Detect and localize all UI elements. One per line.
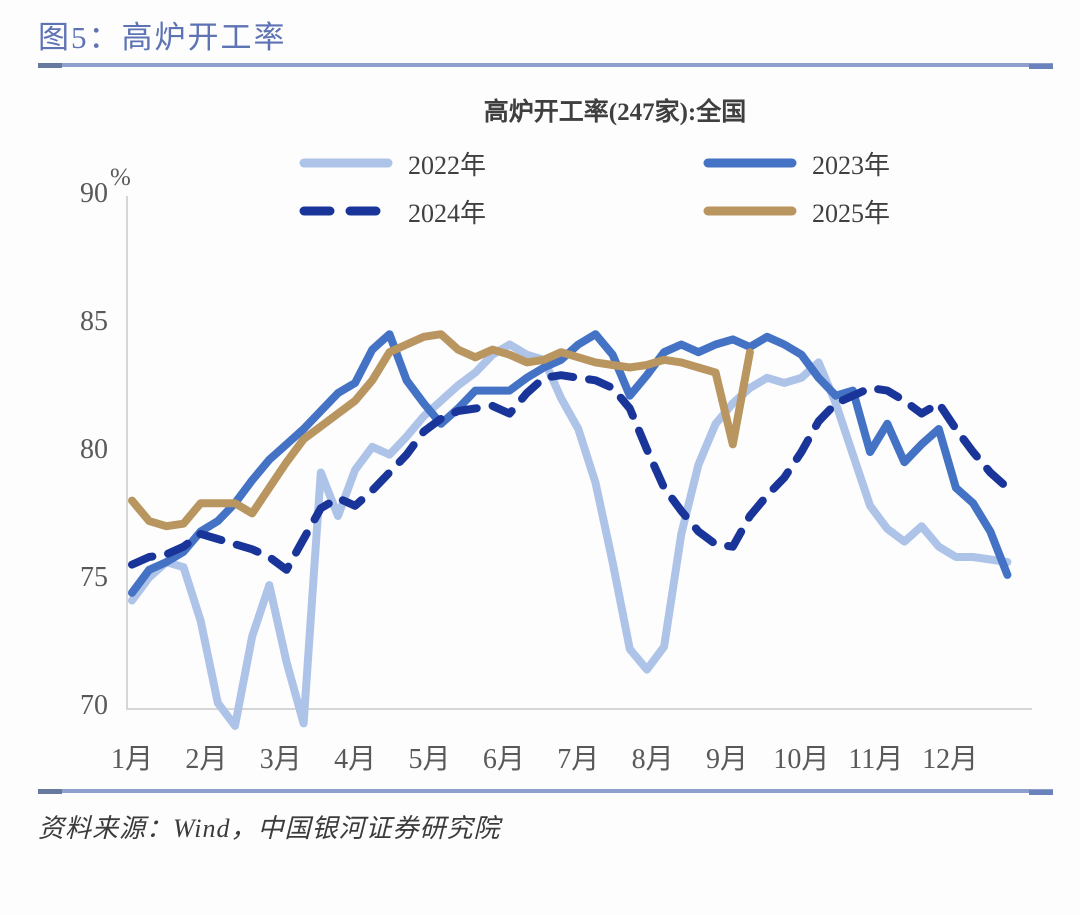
x-axis-label: 3月 xyxy=(259,744,302,775)
legend-label: 2025年 xyxy=(812,198,891,228)
legend-item-2024: 2024年 xyxy=(298,196,486,228)
x-axis-label: 9月 xyxy=(706,744,749,775)
x-axis-label: 7月 xyxy=(557,744,600,775)
legend-swatch-solid-line xyxy=(299,158,393,168)
header-divider xyxy=(38,63,1053,69)
y-axis-line xyxy=(126,196,128,710)
series-line-2022 xyxy=(128,340,1012,730)
x-axis-label: 8月 xyxy=(631,744,674,775)
x-axis-label: 1月 xyxy=(110,744,153,775)
legend-label: 2024年 xyxy=(408,198,487,228)
y-axis-label: 90 xyxy=(80,178,108,209)
x-axis-label: 6月 xyxy=(482,744,525,775)
legend-label: 2023年 xyxy=(812,150,891,180)
x-axis-label: 12月 xyxy=(922,744,979,775)
figure-caption: 图5：高炉开工率 xyxy=(38,20,287,55)
series-line-2025 xyxy=(128,330,754,531)
legend-label: 2022年 xyxy=(408,150,487,180)
legend-swatch-solid-line xyxy=(703,206,797,216)
footer-divider xyxy=(38,789,1053,795)
divider-left-cap xyxy=(38,789,62,794)
x-axis-label: 2月 xyxy=(185,744,228,775)
legend-swatch-dashed-line xyxy=(299,206,393,216)
x-axis-line xyxy=(126,708,1032,710)
x-axis-label: 11月 xyxy=(848,744,904,775)
x-axis-label: 5月 xyxy=(408,744,451,775)
data-source-note: 资料来源：Wind，中国银河证券研究院 xyxy=(38,814,501,843)
legend-item-2025: 2025年 xyxy=(702,196,890,228)
divider-left-cap xyxy=(38,63,62,68)
chart-title: 高炉开工率(247家):全国 xyxy=(483,99,747,126)
divider-right-cap xyxy=(1029,64,1053,69)
y-axis-unit-label: % xyxy=(110,164,131,191)
divider-right-cap xyxy=(1029,790,1053,795)
y-axis-label: 80 xyxy=(80,434,108,465)
y-axis-label: 70 xyxy=(80,690,108,721)
y-axis-label: 75 xyxy=(80,562,108,593)
y-axis-label: 85 xyxy=(80,306,108,337)
x-axis-label: 4月 xyxy=(334,744,377,775)
series-line-2024 xyxy=(128,371,1012,574)
legend-item-2023: 2023年 xyxy=(702,148,890,180)
legend-item-2022: 2022年 xyxy=(298,148,486,180)
legend-swatch-solid-line xyxy=(703,158,797,168)
x-axis-label: 10月 xyxy=(773,744,830,775)
